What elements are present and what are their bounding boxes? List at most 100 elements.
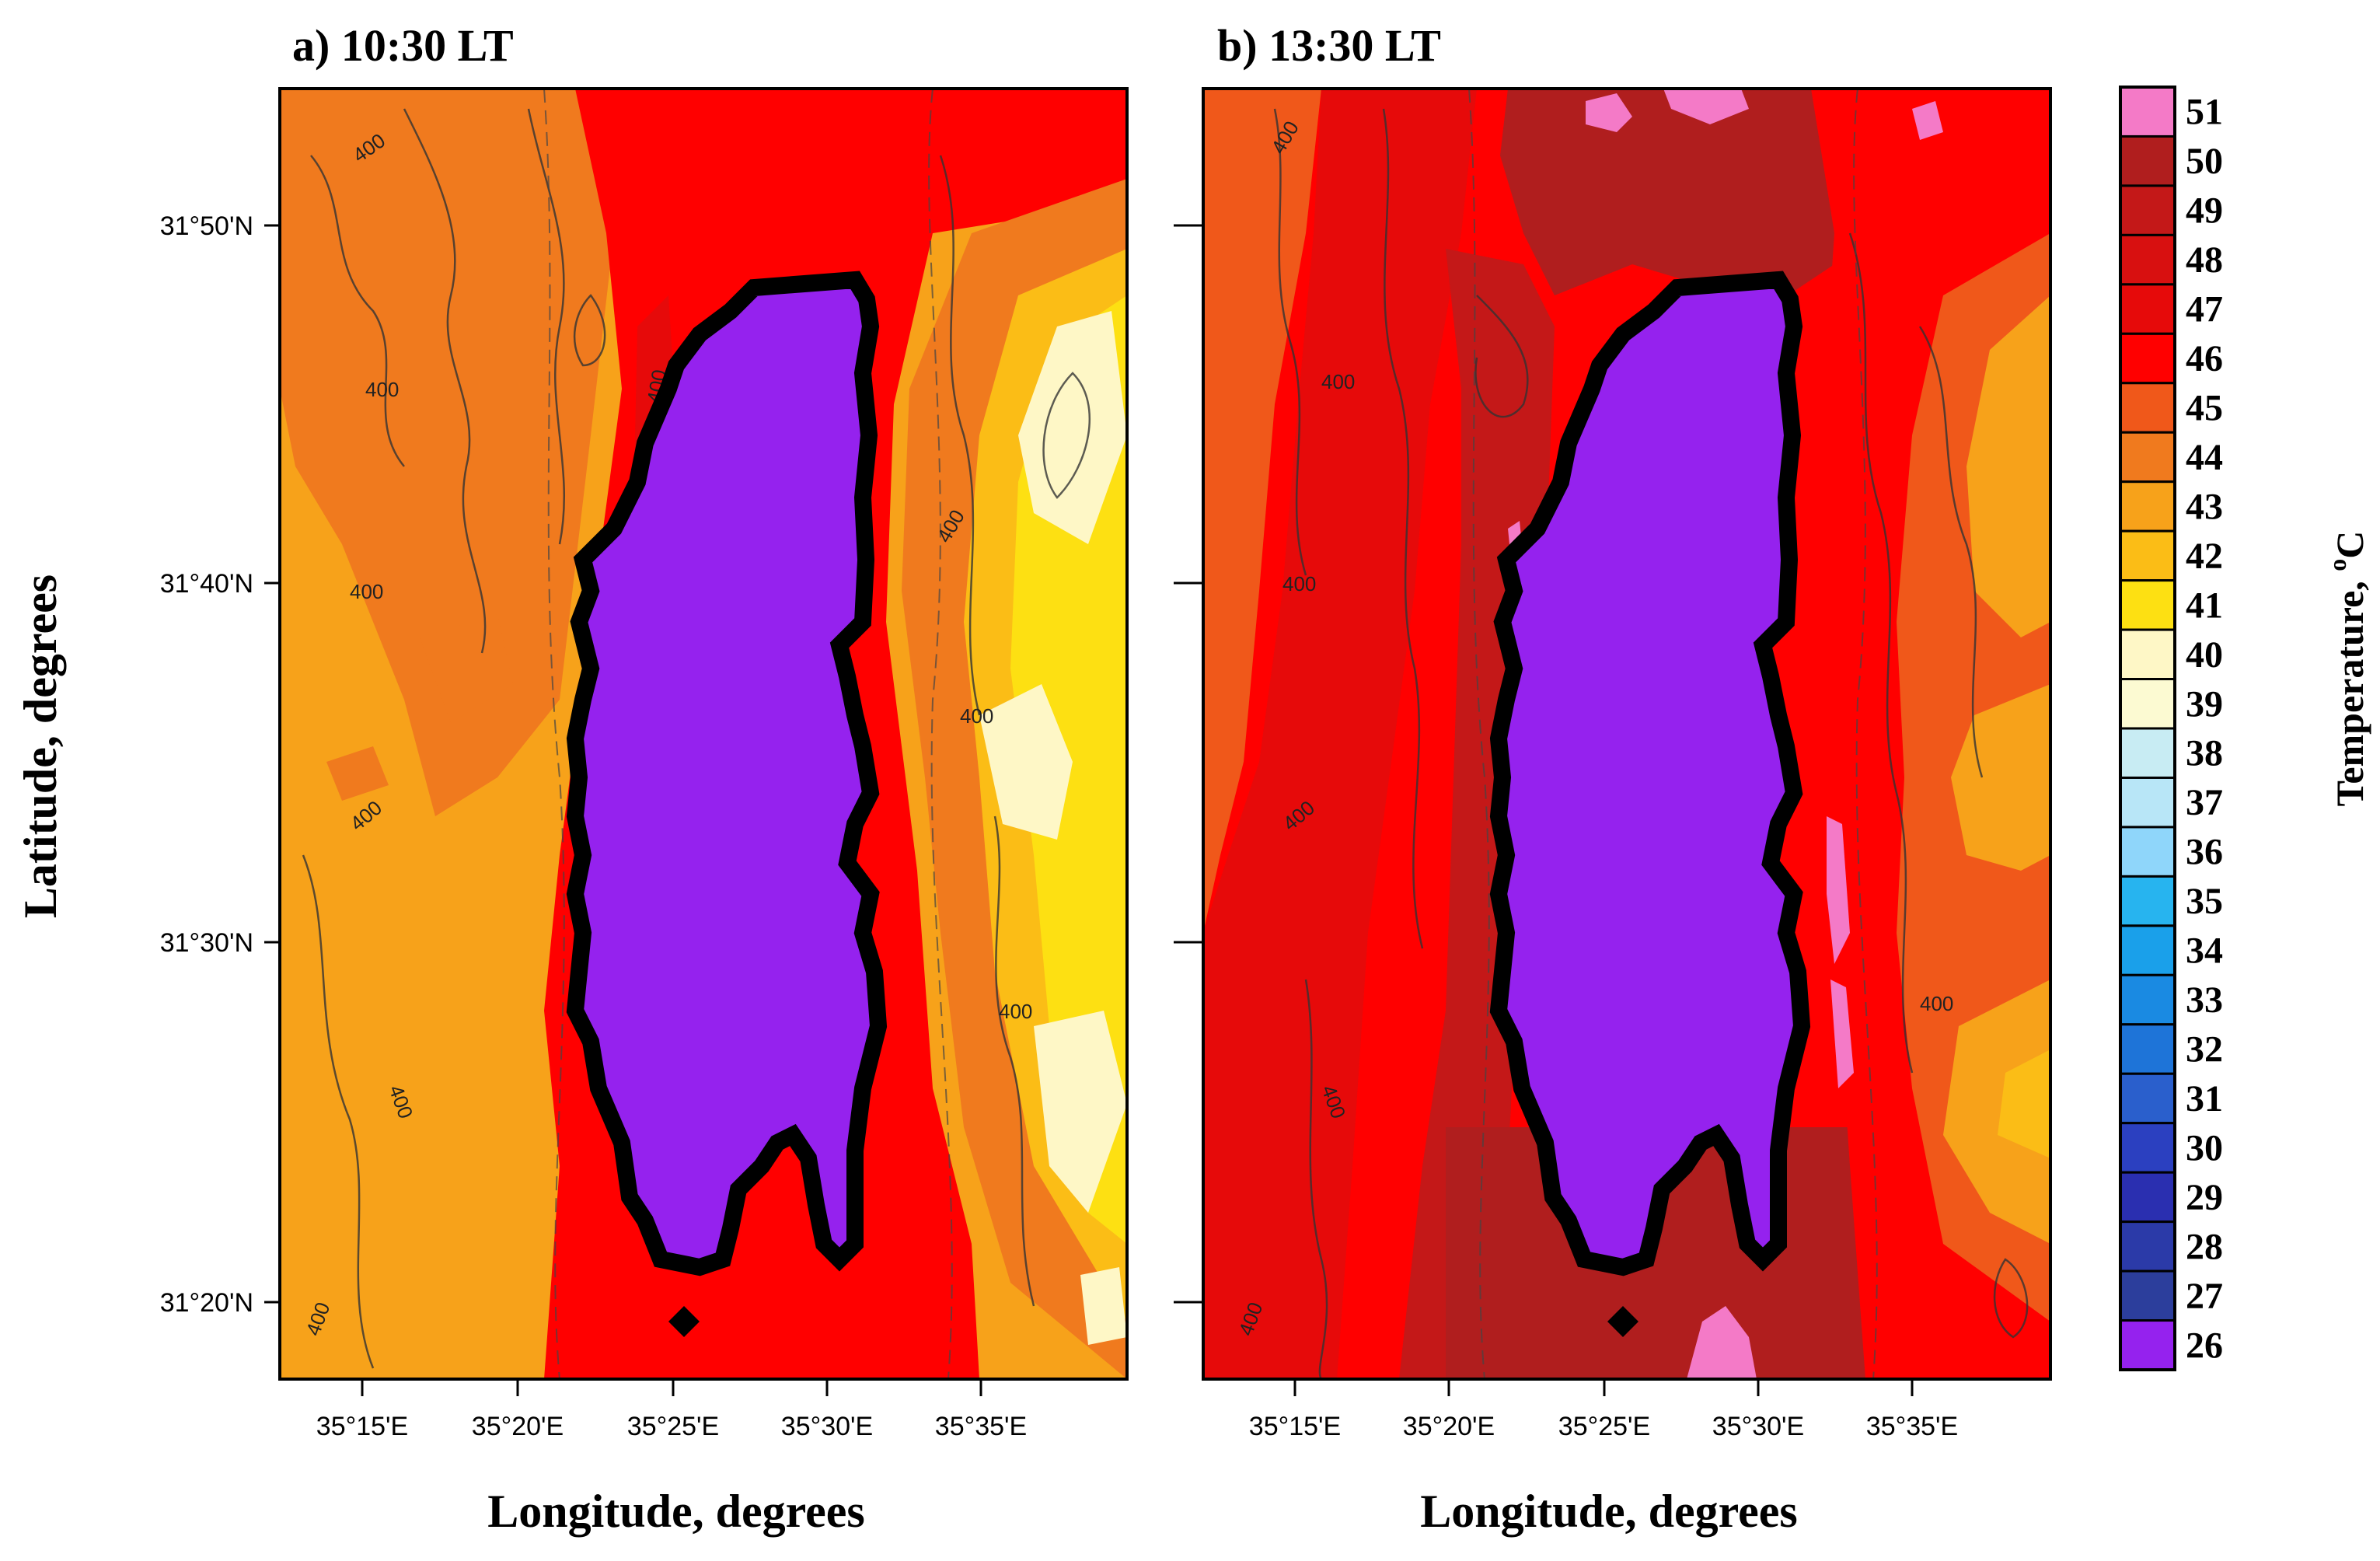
colorbar-title-text: Temperature, xyxy=(2328,571,2371,807)
x-tick-label: 35°25'E xyxy=(627,1412,719,1441)
panel-b-frame xyxy=(1202,87,2052,1381)
panel-b-west-red xyxy=(1203,89,1477,1379)
panel-b-contour-label: 400 xyxy=(1321,370,1355,393)
panel-b-east-amber3 xyxy=(1943,980,2050,1244)
colorbar-swatch-35 xyxy=(2119,875,2176,927)
colorbar-label: 51 xyxy=(2186,92,2223,133)
colorbar-swatch-29 xyxy=(2119,1171,2176,1224)
colorbar-swatch-48 xyxy=(2119,233,2176,286)
colorbar-label: 34 xyxy=(2186,931,2223,972)
colorbar-swatch-37 xyxy=(2119,776,2176,829)
x-ticks-panel-b xyxy=(1293,1379,1914,1396)
map-panel-a: 400 400 400 400 400 400 400 400 400 400 xyxy=(280,89,1127,1379)
panel-a-east-pale4 xyxy=(1080,1267,1127,1345)
colorbar-label: 40 xyxy=(2186,634,2223,676)
panel-a-title: a) 10:30 LT xyxy=(292,20,514,71)
panel-b-contours xyxy=(1273,108,2029,1379)
colorbar-label: 35 xyxy=(2186,881,2223,922)
map-panel-b: 400 400 400 400 400 400 400 xyxy=(1203,89,2050,1379)
colorbar-label: 27 xyxy=(2186,1276,2223,1317)
panel-a-contour-label: 400 xyxy=(960,704,993,728)
panel-b-dashed-lines xyxy=(1468,89,1878,1379)
x-ticks-panel-a xyxy=(361,1379,982,1396)
colorbar-swatch-31 xyxy=(2119,1072,2176,1125)
x-tick-label: 35°15'E xyxy=(316,1412,408,1441)
y-axis-title: Latitude, degrees xyxy=(15,574,66,918)
x-tick-label: 35°15'E xyxy=(1249,1412,1341,1441)
colorbar-swatch-36 xyxy=(2119,826,2176,878)
x-axis-title-b: Longitude, degrees xyxy=(1420,1486,1798,1537)
panel-a-east-pale1 xyxy=(1018,311,1127,544)
colorbar-label: 26 xyxy=(2186,1325,2223,1366)
panel-b-title: b) 13:30 LT xyxy=(1217,20,1441,71)
panel-b-pink-south xyxy=(1687,1306,1757,1379)
colorbar-label: 43 xyxy=(2186,486,2223,527)
colorbar-label: 47 xyxy=(2186,289,2223,330)
colorbar-swatch-34 xyxy=(2119,924,2176,976)
colorbar-swatch-28 xyxy=(2119,1221,2176,1273)
panel-a-east-pale3 xyxy=(1034,1011,1127,1213)
x-tick-label: 35°30'E xyxy=(1712,1412,1804,1441)
panel-b-lake xyxy=(1489,271,1811,1276)
colorbar-swatch-32 xyxy=(2119,1023,2176,1075)
colorbar-label: 33 xyxy=(2186,980,2223,1021)
y-tick-label: 31°30'N xyxy=(160,928,253,958)
y-tick-label: 31°40'N xyxy=(160,569,253,599)
x-tick-label: 35°35'E xyxy=(1866,1412,1958,1441)
colorbar-swatch-39 xyxy=(2119,678,2176,730)
colorbar-label: 38 xyxy=(2186,733,2223,774)
panel-a-contour-label: 400 xyxy=(365,378,399,401)
colorbar-swatch-50 xyxy=(2119,134,2176,187)
panel-b-pink-shore2 xyxy=(1830,980,1854,1088)
x-tick-label: 35°25'E xyxy=(1558,1412,1650,1441)
colorbar-label: 29 xyxy=(2186,1177,2223,1218)
colorbar-swatch-33 xyxy=(2119,973,2176,1026)
panel-a-orange-patch xyxy=(420,614,513,723)
x-tick-label: 35°30'E xyxy=(781,1412,873,1441)
colorbar-swatch-51 xyxy=(2119,86,2176,138)
colorbar-swatch-40 xyxy=(2119,628,2176,681)
panel-b-west-orange xyxy=(1203,89,1321,933)
colorbar-swatch-45 xyxy=(2119,382,2176,434)
colorbar-unit-sup: o xyxy=(2323,559,2351,571)
panel-b-pink-north1 xyxy=(1586,93,1632,132)
colorbar-swatch-49 xyxy=(2119,184,2176,236)
colorbar-swatch-44 xyxy=(2119,431,2176,484)
panel-a-contour-label: 400 xyxy=(350,580,383,603)
colorbar-swatch-41 xyxy=(2119,579,2176,631)
panel-b-dark-red-north xyxy=(1500,89,1889,295)
panel-b-pink-north2 xyxy=(1663,89,1749,124)
colorbar-label: 42 xyxy=(2186,536,2223,577)
colorbar-label: 44 xyxy=(2186,437,2223,478)
colorbar-label: 31 xyxy=(2186,1078,2223,1119)
colorbar-label: 28 xyxy=(2186,1226,2223,1267)
panel-a-orange-west xyxy=(280,89,614,816)
colorbar-frame xyxy=(2119,86,2176,1371)
panel-a-lake xyxy=(566,271,888,1276)
colorbar-label: 32 xyxy=(2186,1029,2223,1070)
panel-b-lake-tip xyxy=(1607,1306,1638,1337)
colorbar-label: 45 xyxy=(2186,388,2223,429)
colorbar-title: Temperature, oC xyxy=(2323,531,2371,807)
panel-a-frame xyxy=(278,87,1129,1381)
colorbar-label: 41 xyxy=(2186,585,2223,626)
colorbar-swatch-38 xyxy=(2119,727,2176,779)
colorbar-swatch-30 xyxy=(2119,1122,2176,1174)
panel-b-east-yellow xyxy=(1998,1049,2050,1158)
x-tick-label: 35°35'E xyxy=(935,1412,1027,1441)
panel-a-contour-label: 400 xyxy=(999,1000,1032,1023)
colorbar-swatch-47 xyxy=(2119,283,2176,335)
colorbar-label: 48 xyxy=(2186,239,2223,281)
panel-a-orange-patch2 xyxy=(326,746,389,801)
panel-b-contour-label: 400 xyxy=(1282,572,1316,595)
colorbar-swatch-43 xyxy=(2119,480,2176,533)
colorbar-swatch-46 xyxy=(2119,332,2176,385)
colorbar-swatch-26 xyxy=(2119,1319,2176,1371)
colorbar-swatch-42 xyxy=(2119,529,2176,582)
panel-a-lake-tip xyxy=(668,1306,700,1337)
panel-b-pink-north3 xyxy=(1912,101,1943,140)
colorbar: 51 50 49 48 47 46 45 44 43 42 41 40 39 38 37 36 35 34 33 32… xyxy=(2119,86,2223,1371)
colorbar-label: 39 xyxy=(2186,683,2223,725)
colorbar-label: 37 xyxy=(2186,782,2223,823)
